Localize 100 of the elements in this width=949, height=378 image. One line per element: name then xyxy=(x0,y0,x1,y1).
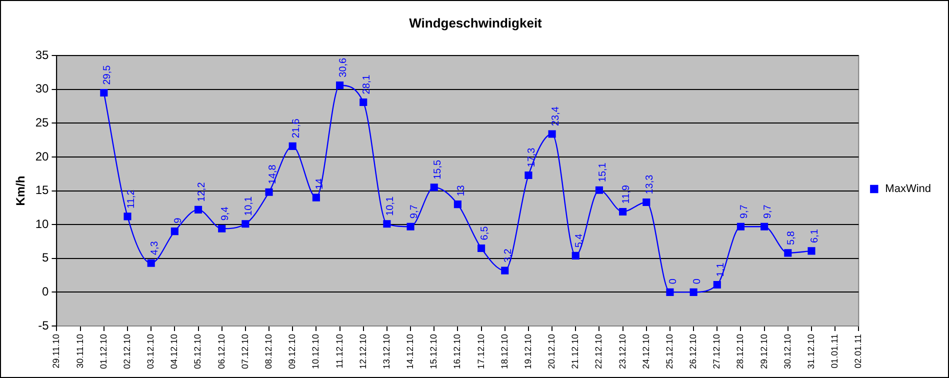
data-label: 12,2 xyxy=(196,182,208,202)
data-label: 14,8 xyxy=(267,164,278,184)
data-label: 17,3 xyxy=(526,147,538,168)
x-tick-label: 01.01.11 xyxy=(830,334,840,368)
point xyxy=(760,222,768,230)
point xyxy=(548,130,556,138)
point xyxy=(690,288,698,296)
data-label: 30,6 xyxy=(338,57,350,78)
x-tick-label: 16.12.10 xyxy=(452,334,462,370)
x-tick-label: 31.12.10 xyxy=(806,334,816,370)
x-tick-label: 03.12.10 xyxy=(146,334,156,370)
y-tick-label: 5 xyxy=(42,250,50,265)
point xyxy=(360,98,368,106)
data-label: 9,7 xyxy=(408,204,420,219)
x-tick-label: 24.12.10 xyxy=(640,334,651,370)
point xyxy=(808,247,816,255)
x-tick-label: 23.12.10 xyxy=(617,334,628,370)
data-label: 21,6 xyxy=(290,118,302,138)
data-label: 11,2 xyxy=(126,189,137,208)
point xyxy=(406,222,414,230)
x-tick-label: 10.12.10 xyxy=(310,334,321,370)
data-label: 11,9 xyxy=(621,184,632,204)
point xyxy=(736,222,745,230)
point xyxy=(288,142,296,150)
point xyxy=(454,200,462,208)
data-label: 9,7 xyxy=(762,204,774,219)
x-tick-label: 01.12.10 xyxy=(98,334,108,370)
x-tick-label: 08.12.10 xyxy=(264,334,274,370)
point xyxy=(194,206,202,214)
point xyxy=(524,171,532,180)
x-tick-label: 20.12.10 xyxy=(546,334,557,370)
point xyxy=(170,228,178,236)
x-tick-label: 17.12.10 xyxy=(476,334,486,370)
point xyxy=(312,194,320,202)
x-tick-label: 15.12.10 xyxy=(428,334,439,370)
x-tick-label: 29.12.10 xyxy=(758,334,769,370)
point xyxy=(595,186,603,194)
x-tick-label: 09.12.10 xyxy=(287,334,298,370)
point xyxy=(147,259,155,267)
y-tick-label: 15 xyxy=(35,183,50,198)
data-label: 29,5 xyxy=(102,64,114,85)
x-tick-label: 29.11.10 xyxy=(51,334,62,368)
point xyxy=(666,288,674,296)
x-tick-label: 12.12.10 xyxy=(358,334,368,370)
x-tick-label: 07.12.10 xyxy=(240,334,250,370)
y-tick-label: 30 xyxy=(35,82,50,96)
point xyxy=(336,82,344,90)
point xyxy=(265,188,273,196)
x-tick-label: 18.12.10 xyxy=(499,334,510,370)
x-tick-label: 04.12.10 xyxy=(169,334,180,370)
data-label: 10,1 xyxy=(244,196,255,216)
x-tick-label: 22.12.10 xyxy=(594,334,604,370)
x-tick-label: 25.12.10 xyxy=(664,334,674,370)
x-tick-label: 30.12.10 xyxy=(782,334,792,370)
data-label: 15,1 xyxy=(597,162,608,182)
x-tick-label: 30.11.10 xyxy=(74,334,85,368)
point xyxy=(501,266,509,274)
data-label: 10,1 xyxy=(385,196,396,216)
x-tick-label: 11.12.10 xyxy=(334,334,344,368)
point xyxy=(619,208,627,216)
y-tick-label: 20 xyxy=(35,149,50,164)
point xyxy=(383,220,391,228)
x-tick-label: 05.12.10 xyxy=(192,334,203,370)
data-label: 13 xyxy=(456,184,467,196)
data-label: 9,7 xyxy=(738,204,750,219)
point xyxy=(572,252,580,260)
x-tick-label: 27.12.10 xyxy=(712,334,722,370)
y-tick-label: 10 xyxy=(35,216,50,231)
point xyxy=(124,212,132,220)
point xyxy=(430,184,438,192)
x-tick-label: 19.12.10 xyxy=(522,334,533,370)
y-tick-label: 25 xyxy=(35,116,50,130)
data-label: 13,3 xyxy=(644,174,656,194)
x-tick-label: 13.12.10 xyxy=(381,334,392,370)
y-axis-title: Km/h xyxy=(14,176,28,206)
x-tick-label: 06.12.10 xyxy=(216,334,226,370)
data-label: 28,1 xyxy=(362,74,373,94)
chart-title: Windgeschwindigkeit xyxy=(409,15,543,30)
data-label: 15,5 xyxy=(432,160,444,180)
x-tick-label: 02.12.10 xyxy=(122,334,132,370)
x-tick-label: 28.12.10 xyxy=(735,334,746,370)
data-label: 6,1 xyxy=(810,228,821,243)
data-label: 9,4 xyxy=(220,206,232,221)
point xyxy=(242,220,250,228)
data-label: 4,3 xyxy=(149,240,160,256)
x-tick-label: 02.01.11 xyxy=(853,334,864,368)
point xyxy=(218,224,226,232)
x-tick-label: 21.12.10 xyxy=(570,334,580,370)
legend-label: MaxWind xyxy=(885,183,931,196)
point xyxy=(713,280,721,289)
data-label: 0 xyxy=(668,278,680,284)
data-label: 9 xyxy=(172,217,184,224)
data-label: 0 xyxy=(692,278,703,284)
data-label: 5,8 xyxy=(786,230,798,245)
y-tick-label: -5 xyxy=(38,318,50,332)
point xyxy=(478,244,486,252)
point xyxy=(100,88,108,97)
y-tick-label: 0 xyxy=(42,284,50,298)
data-label: 23,4 xyxy=(550,106,562,126)
x-tick-label: 26.12.10 xyxy=(688,334,698,370)
